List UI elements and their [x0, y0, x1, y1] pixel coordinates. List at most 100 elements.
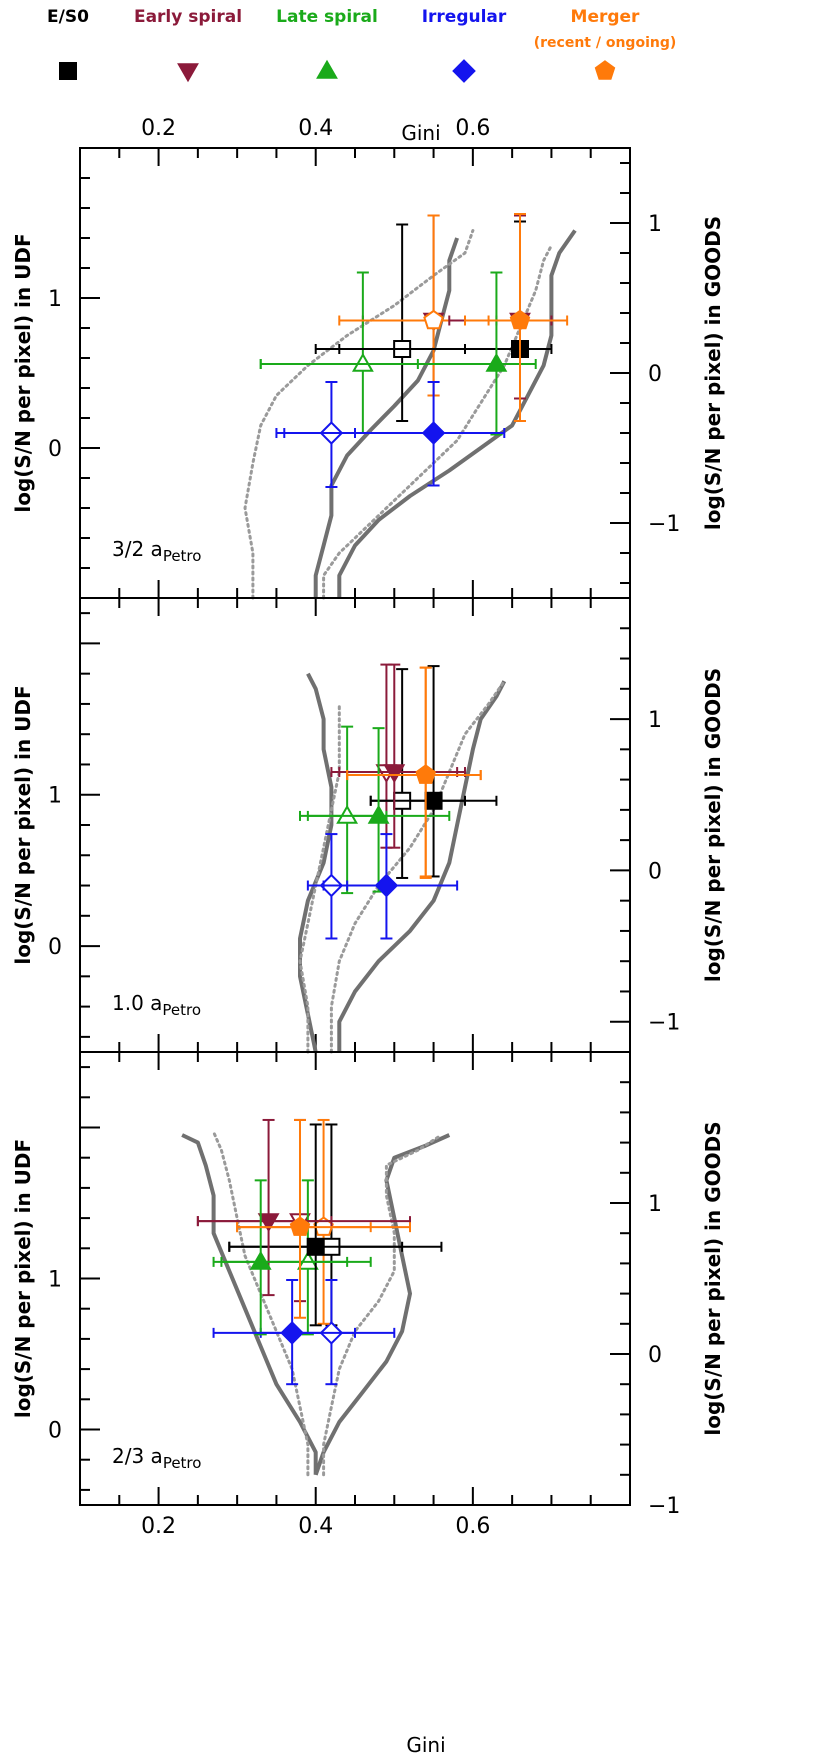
marker-pentagon	[289, 1216, 311, 1236]
legend-label: E/S0	[47, 7, 89, 27]
goods-point-early-spiral	[338, 663, 459, 849]
y-tick-label-right: 0	[648, 859, 662, 884]
curve-dotted-right	[322, 1133, 443, 1477]
x-tick-label-bottom: 0.2	[141, 1514, 176, 1539]
legend-item-late-spiral: Late spiral	[276, 7, 378, 79]
goods-point-late-spiral	[299, 727, 451, 893]
legend-item-e-s0: E/S0	[47, 7, 89, 80]
marker-diamond	[421, 421, 446, 445]
goods-point-irregular	[212, 1279, 356, 1386]
marker-square	[424, 791, 443, 810]
x-tick-label-top: 0.4	[298, 116, 333, 141]
x-tick-label-bottom: 0.4	[298, 1514, 333, 1539]
goods-point-irregular	[283, 381, 506, 487]
legend-marker-triangle-up	[316, 59, 338, 79]
curve-solid-right	[337, 229, 577, 598]
panel-label-sub: Petro	[162, 1001, 201, 1019]
legend-marker-square	[59, 62, 77, 80]
curve-solid-left	[181, 1133, 318, 1475]
y-axis-label-left: log(S/N per pixel) in UDF	[11, 1139, 35, 1418]
curve-dotted-left	[243, 229, 475, 600]
goods-point-irregular	[322, 833, 459, 940]
y-tick-label-left: 0	[48, 935, 62, 960]
curve-solid-right	[337, 680, 507, 1052]
curve-dotted-left	[298, 702, 341, 1054]
y-axis-label-right: log(S/N per pixel) in GOODS	[701, 216, 725, 530]
marker-pentagon	[423, 309, 444, 330]
goods-point-late-spiral	[220, 1179, 349, 1336]
panel-2: 0 1 −1 0 1 log(S/N per pixel) in UDF log(S/N p…	[11, 597, 725, 1054]
panel-label: 3/2 aPetro	[112, 537, 201, 565]
curve-dotted-right	[329, 679, 506, 1054]
curve-solid-right	[313, 1133, 451, 1476]
curve-solid-left	[298, 672, 334, 1053]
legend-label: Early spiral	[134, 7, 242, 27]
y-axis-label-right: log(S/N per pixel) in GOODS	[701, 1121, 725, 1435]
y-axis-label-left: log(S/N per pixel) in UDF	[11, 685, 35, 964]
y-tick-label-left: 0	[48, 437, 62, 462]
goods-point-late-spiral	[259, 271, 537, 436]
top-x-axis-label: Gini	[401, 121, 440, 145]
marker-triangle-down	[383, 764, 406, 784]
marker-diamond	[280, 1321, 304, 1345]
y-tick-label-right: 1	[648, 708, 662, 733]
y-axis-label-right: log(S/N per pixel) in GOODS	[701, 668, 725, 982]
panel-1: 0 1 −1 0 1 log(S/N per pixel) in UDF log(S/N p…	[11, 147, 725, 600]
goods-point-merger	[346, 666, 482, 878]
x-tick-labels-bottom: 0.2 0.4 0.6	[141, 1514, 490, 1539]
goods-point-merger	[464, 213, 569, 422]
legend-item-irregular: Irregular	[422, 7, 507, 83]
legend-item-merger: Merger (recent / ongoing)	[534, 7, 677, 80]
curve-dotted-right	[322, 244, 553, 600]
legend-label: Merger	[571, 7, 641, 27]
legend-sublabel: (recent / ongoing)	[534, 35, 677, 51]
panel-label: 2/3 aPetro	[112, 1444, 201, 1472]
legend-marker-triangle-down	[177, 63, 199, 83]
legend-marker-diamond	[452, 59, 476, 83]
marker-triangle-down	[257, 1213, 280, 1233]
x-tick-label-bottom: 0.6	[455, 1514, 490, 1539]
y-tick-label-left: 0	[48, 1419, 62, 1444]
y-tick-label-right: 1	[648, 212, 662, 237]
y-tick-label-right: 0	[648, 362, 662, 387]
curve-solid-left	[313, 237, 459, 598]
panel-label-sub: Petro	[163, 547, 202, 565]
marker-pentagon	[509, 309, 531, 330]
panel-label: 1.0 aPetro	[112, 991, 201, 1019]
x-tick-label-top: 0.6	[455, 116, 490, 141]
y-tick-label-right: 0	[648, 1343, 662, 1368]
y-tick-label-left: 1	[48, 1268, 62, 1293]
y-tick-label-left: 1	[48, 784, 62, 809]
marker-square	[306, 1237, 325, 1256]
marker-triangle-up	[367, 804, 390, 824]
y-tick-label-right: −1	[648, 1011, 680, 1036]
marker-triangle-up	[296, 1250, 319, 1270]
legend-label: Late spiral	[276, 7, 378, 27]
goods-point-e-s0	[228, 1123, 404, 1327]
y-tick-label-right: −1	[648, 1494, 680, 1519]
x-tick-label-top: 0.2	[141, 116, 176, 141]
udf-point-irregular	[275, 381, 356, 488]
udf-point-early-spiral	[361, 214, 498, 397]
panel-3: 0 1 −1 0 1 log(S/N per pixel) in UDF log(S/N p…	[11, 1051, 725, 1519]
marker-triangle-up	[249, 1250, 272, 1270]
marker-diamond	[374, 873, 399, 898]
y-tick-label-left: 1	[48, 287, 62, 312]
goods-point-merger	[236, 1118, 372, 1319]
x-tick-labels-top: 0.2 0.4 0.6	[141, 116, 490, 141]
panels: 0 1 −1 0 1 log(S/N per pixel) in UDF log(S/N p…	[11, 116, 725, 1539]
panel-label-sub: Petro	[163, 1454, 202, 1472]
legend-item-early-spiral: Early spiral	[134, 7, 242, 83]
marker-pentagon	[415, 764, 436, 784]
marker-triangle-up	[336, 804, 359, 824]
panel-frame	[79, 147, 631, 599]
panel-frame	[79, 597, 631, 1053]
legend-marker-pentagon	[594, 60, 616, 80]
marker-triangle-up	[485, 352, 508, 372]
legend: E/S0 Early spiral Late spiral Irregular Merg…	[47, 7, 677, 83]
bottom-x-axis-label: Gini	[406, 1733, 445, 1757]
y-tick-label-right: 1	[648, 1192, 662, 1217]
y-axis-label-left: log(S/N per pixel) in UDF	[11, 233, 35, 512]
legend-label: Irregular	[422, 7, 507, 27]
